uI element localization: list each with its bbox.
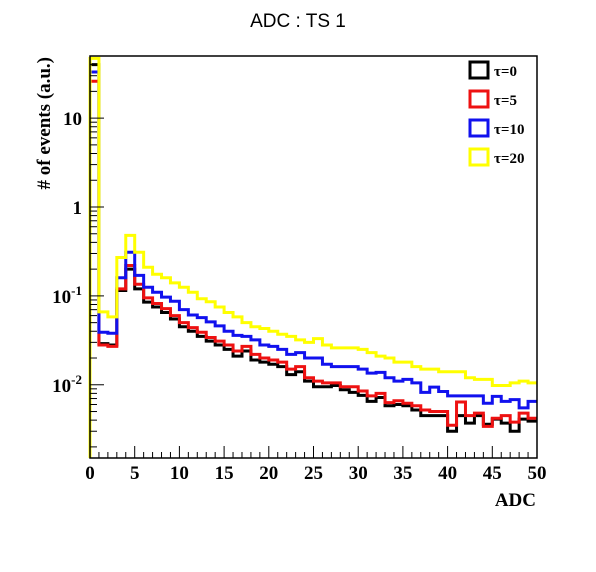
x-tick-label: 5 [130,463,140,484]
series-line-2 [88,70,537,458]
series-line-3 [88,56,537,458]
legend-entry-label: τ=20 [494,151,524,167]
y-axis-label: # of events (a.u.) [34,57,55,189]
x-tick-label: 40 [438,463,457,484]
x-tick-label: 45 [483,463,502,484]
legend-swatch [468,118,490,138]
legend: τ=0 τ=5 τ=10 τ=20 [468,60,524,167]
legend-swatch [468,60,490,80]
legend-entry-label: τ=0 [494,64,517,80]
x-tick-label: 0 [85,463,95,484]
plot-frame [89,55,538,459]
x-tick-label: 10 [170,463,189,484]
x-axis-label: ADC [495,490,536,511]
x-tick-label: 35 [393,463,412,484]
series-line-1 [88,79,537,458]
legend-swatch [468,89,490,109]
x-tick-label: 30 [349,463,368,484]
y-tick-label: 10-1 [52,283,82,308]
axes-layer: 0 5 10 15 20 25 30 35 40 45 50 10-2 10-1 1 10 [52,55,547,484]
chart-title: ADC : TS 1 [250,11,346,32]
x-tick-label: 15 [215,463,234,484]
legend-swatch [468,147,490,167]
x-tick-label: 25 [304,463,323,484]
legend-entry-label: τ=5 [494,93,517,109]
y-tick-label: 10 [63,109,82,130]
legend-entry-label: τ=10 [494,122,524,138]
y-tick-label: 10-2 [52,372,82,397]
x-tick-label: 20 [259,463,278,484]
series-layer [88,56,537,458]
y-tick-label: 1 [73,198,83,219]
x-tick-label: 50 [528,463,547,484]
